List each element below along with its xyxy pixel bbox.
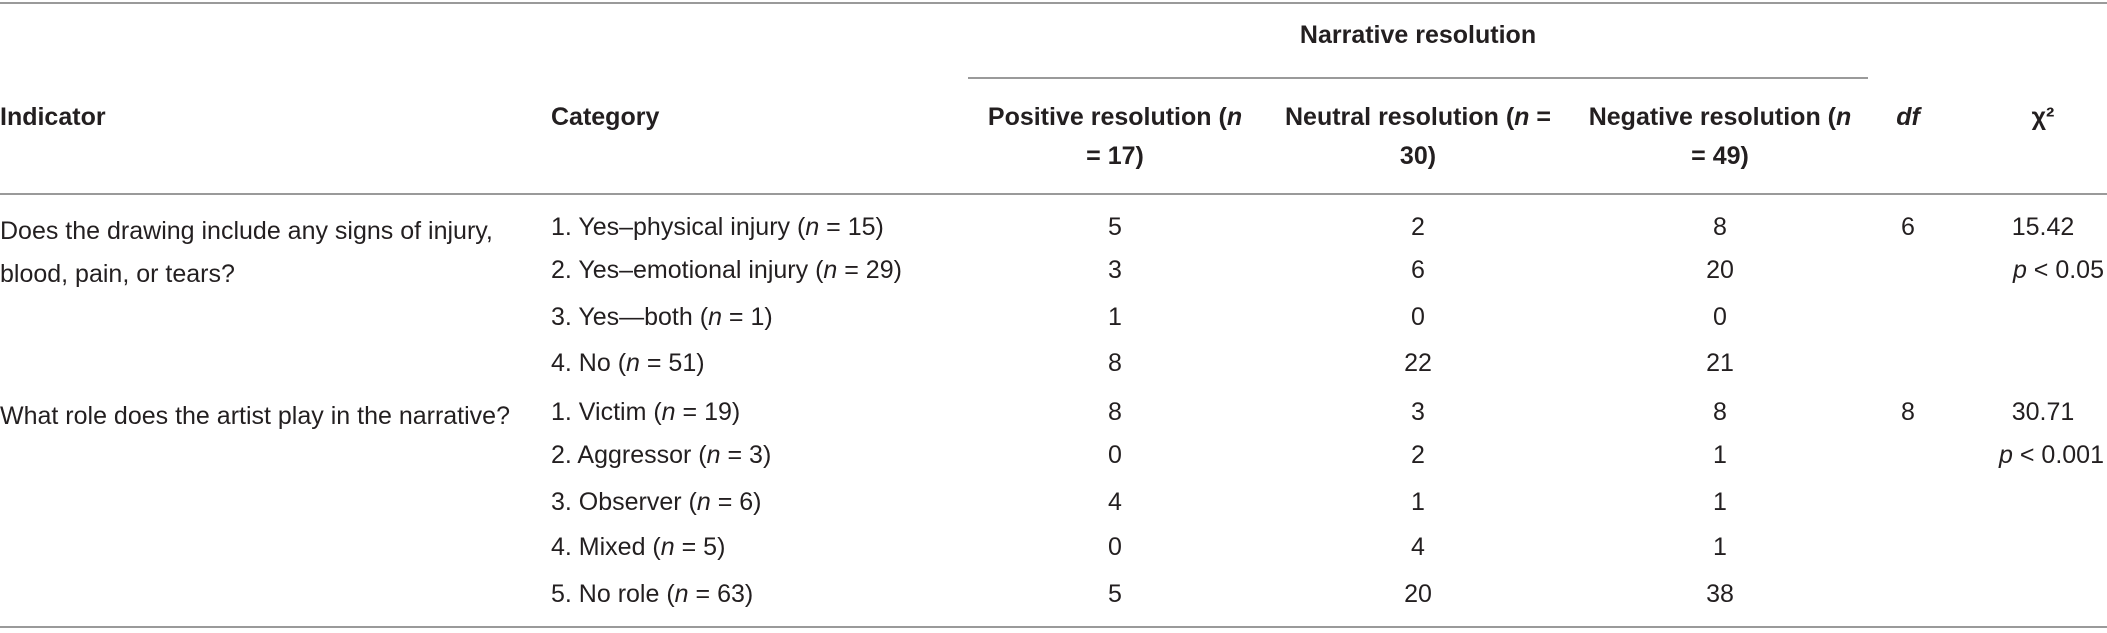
column-header: Indicator [0, 103, 106, 131]
cell-value: 22 [1404, 349, 1432, 377]
category: 1. Yes–physical injury (n = 15) [551, 213, 884, 241]
cell-value: 38 [1706, 580, 1734, 608]
p-value: p < 0.001 [1999, 441, 2104, 469]
cell-value: 20 [1706, 256, 1734, 284]
cell-value: 4 [1411, 533, 1425, 561]
df: 6 [1901, 213, 1915, 241]
cell-value: 4 [1108, 488, 1122, 516]
column-header: Category [551, 103, 660, 131]
cell-value: 1 [1713, 441, 1727, 469]
top-rule [0, 2, 2107, 4]
chi-square: 15.42 [2011, 213, 2075, 241]
cell-value: 5 [1108, 580, 1122, 608]
category: 1. Victim (n = 19) [551, 398, 741, 426]
cell-value: 5 [1108, 213, 1122, 241]
header-rule [0, 193, 2107, 195]
cell-value: 8 [1108, 349, 1122, 377]
cell-value: 0 [1411, 303, 1425, 331]
column-header: df [1896, 103, 1920, 131]
cell-value: 8 [1108, 398, 1122, 426]
p-value: p < 0.05 [2012, 256, 2104, 284]
cell-value: 1 [1713, 533, 1727, 561]
bottom-rule [0, 626, 2107, 628]
cell-value: 21 [1706, 349, 1734, 377]
cell-value: 1 [1411, 488, 1425, 516]
column-header: Positive resolution (n = 17) [987, 103, 1243, 170]
category: 4. No (n = 51) [551, 349, 705, 377]
category: 3. Yes—both (n = 1) [551, 303, 773, 331]
df: 8 [1901, 398, 1915, 426]
cell-value: 0 [1713, 303, 1727, 331]
category: 2. Yes–emotional injury (n = 29) [551, 256, 902, 284]
cell-value: 8 [1713, 213, 1727, 241]
cell-value: 2 [1411, 213, 1425, 241]
cell-value: 8 [1713, 398, 1727, 426]
column-header: Negative resolution (n = 49) [1588, 103, 1852, 170]
category: 4. Mixed (n = 5) [551, 533, 726, 561]
column-header: χ² [2031, 103, 2055, 131]
cell-value: 3 [1108, 256, 1122, 284]
cell-value: 1 [1108, 303, 1122, 331]
group-header: Narrative resolution [1299, 21, 1537, 49]
column-header: Neutral resolution (n = 30) [1284, 103, 1551, 170]
group-rule [968, 77, 1868, 79]
cell-value: 3 [1411, 398, 1425, 426]
cell-value: 2 [1411, 441, 1425, 469]
chi-square: 30.71 [2011, 398, 2075, 426]
cell-value: 0 [1108, 533, 1122, 561]
category: 5. No role (n = 63) [551, 580, 754, 608]
cell-value: 0 [1108, 441, 1122, 469]
indicator: Does the drawing include any signs of in… [0, 217, 493, 288]
category: 2. Aggressor (n = 3) [551, 441, 772, 469]
indicator: What role does the artist play in the na… [0, 402, 510, 430]
cell-value: 6 [1411, 256, 1425, 284]
cell-value: 1 [1713, 488, 1727, 516]
cell-value: 20 [1404, 580, 1432, 608]
category: 3. Observer (n = 6) [551, 488, 762, 516]
